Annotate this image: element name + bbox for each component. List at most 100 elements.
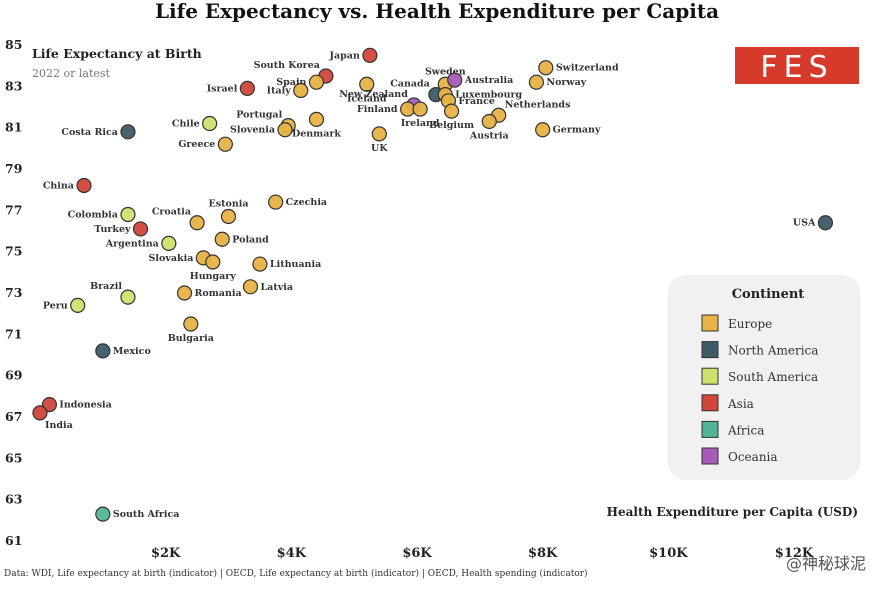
data-point <box>252 256 268 272</box>
x-tick-label: $4K <box>277 546 307 561</box>
x-tick-label: $6K <box>402 546 432 561</box>
legend-label: Europe <box>728 317 772 331</box>
data-point-label: Colombia <box>68 209 118 220</box>
legend-label: Africa <box>727 423 764 437</box>
data-point-group: Turkey <box>94 221 149 237</box>
data-point-group: Romania <box>176 285 242 301</box>
data-point-group: Indonesia <box>41 397 112 413</box>
data-point-group: South Africa <box>95 506 179 522</box>
data-point-label: Brazil <box>90 281 122 292</box>
data-point-group: Costa Rica <box>61 124 136 140</box>
data-point-label: Peru <box>43 300 68 311</box>
legend-item: South America <box>701 367 818 385</box>
data-point-group: Latvia <box>242 279 293 295</box>
x-tick-label: $2K <box>151 546 181 561</box>
data-point-label: Croatia <box>152 207 191 218</box>
data-point-label: Israel <box>207 83 238 94</box>
data-point <box>120 124 136 140</box>
data-point-group: UK <box>371 126 388 154</box>
data-point-group: Hungary <box>190 254 236 282</box>
data-point-label: Slovenia <box>230 125 275 136</box>
data-point <box>120 289 136 305</box>
chart-title: Life Expectancy vs. Health Expenditure p… <box>155 0 719 23</box>
data-point <box>535 122 551 138</box>
data-point-label: Indonesia <box>59 400 111 411</box>
logo-background <box>735 47 859 84</box>
data-point <box>95 506 111 522</box>
data-point-label: Latvia <box>260 282 293 293</box>
legend-swatch <box>701 394 719 412</box>
data-point <box>481 113 497 130</box>
legend-item: Oceania <box>701 447 778 465</box>
data-point-label: Finland <box>357 104 398 115</box>
data-point-label: UK <box>371 143 388 154</box>
legend-swatch <box>701 341 719 359</box>
data-point-label: Italy <box>267 85 292 96</box>
data-point-group: Israel <box>207 80 255 97</box>
data-point-label: Denmark <box>292 128 341 139</box>
data-point <box>76 177 92 194</box>
data-point-group: Spain <box>276 74 325 90</box>
data-point-label: Australia <box>464 75 514 86</box>
data-point <box>217 136 233 152</box>
data-point-label: Luxembourg <box>455 90 522 101</box>
data-point <box>371 126 387 142</box>
y-tick-label: 65 <box>5 450 22 465</box>
data-point-label: Portugal <box>236 110 282 121</box>
data-point-label: Sweden <box>425 66 466 77</box>
data-point-label: Romania <box>195 288 242 299</box>
source-note: Data: WDI, Life expectancy at birth (ind… <box>4 568 588 579</box>
data-point-group: Poland <box>214 231 269 247</box>
y-tick-label: 85 <box>5 37 22 52</box>
data-point <box>176 285 193 301</box>
y-tick-label: 83 <box>5 78 22 93</box>
data-point-group: Japan <box>329 47 378 63</box>
data-point-group: Slovakia <box>149 250 211 266</box>
data-point-label: Canada <box>390 79 430 90</box>
data-point-group: Austria <box>469 113 509 141</box>
legend: Continent Europe North America South Ameri… <box>668 275 860 480</box>
data-point-label: Turkey <box>94 224 131 235</box>
y-tick-label: 75 <box>5 244 22 259</box>
data-point <box>443 103 460 119</box>
x-tick-label: $8K <box>528 546 558 561</box>
data-point-group: Colombia <box>68 206 136 223</box>
data-point <box>447 72 463 88</box>
data-point-group: Finland <box>357 101 416 117</box>
data-point <box>308 111 325 128</box>
data-point-label: New Zealand <box>339 89 408 100</box>
data-point <box>277 122 293 138</box>
x-axis-title: Health Expenditure per Capita (USD) <box>607 505 858 519</box>
logo: FES <box>735 47 859 85</box>
legend-item: Africa <box>701 420 764 438</box>
y-tick-label: 73 <box>5 285 22 300</box>
data-point <box>268 194 284 210</box>
data-point-group: Switzerland <box>538 60 619 76</box>
data-point <box>242 279 259 295</box>
data-point-group: Greece <box>178 136 233 152</box>
logo-text: FES <box>760 50 833 85</box>
data-point-label: Argentina <box>105 238 159 249</box>
data-point <box>359 76 375 92</box>
data-point-group: Peru <box>43 297 86 313</box>
data-point <box>41 397 58 413</box>
data-point <box>817 215 834 231</box>
data-point-group: Italy <box>267 82 309 99</box>
y-tick-label: 81 <box>5 120 22 135</box>
y-tick-label: 69 <box>5 368 22 383</box>
subtitle-note: 2022 or latest <box>32 67 111 80</box>
y-tick-label: 71 <box>5 326 22 341</box>
y-tick-label: 63 <box>5 492 22 507</box>
data-point-group: India <box>32 405 73 431</box>
data-point <box>362 47 378 63</box>
data-point-label: Spain <box>276 77 306 88</box>
data-point <box>293 82 309 99</box>
data-point-group: Germany <box>535 122 601 138</box>
data-point-label: Greece <box>178 139 215 150</box>
data-point-label: Ireland <box>401 118 440 129</box>
data-point <box>412 101 428 117</box>
data-point <box>399 101 416 117</box>
y-tick-label: 67 <box>5 409 22 424</box>
data-point-label: Costa Rica <box>61 127 118 138</box>
